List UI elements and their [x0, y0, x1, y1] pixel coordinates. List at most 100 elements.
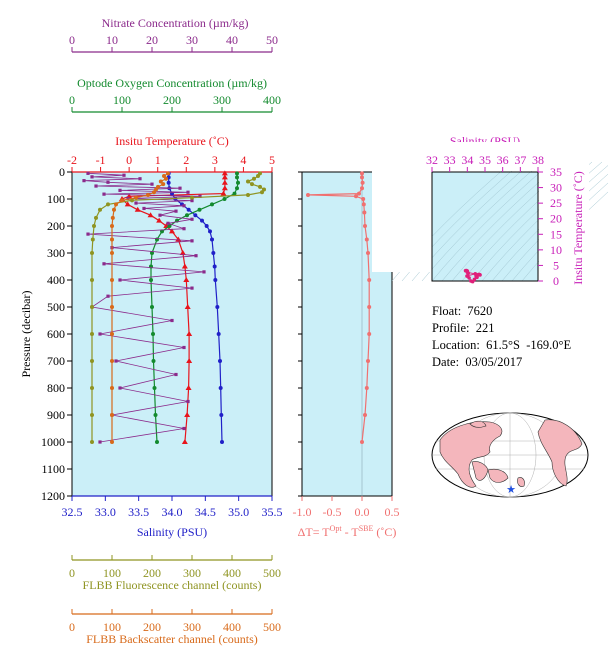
nitrate-point	[114, 359, 118, 363]
nitrate-point	[138, 177, 142, 181]
salinity-point	[212, 264, 217, 269]
oxygen-point	[152, 386, 157, 390]
oxygen-tick: 300	[213, 93, 231, 107]
backscatter-point	[110, 215, 115, 220]
backscatter-point	[146, 192, 150, 197]
salinity-point	[166, 180, 171, 185]
temperature-point	[184, 412, 191, 417]
nitrate-point	[126, 196, 130, 201]
pressure-tick: 500	[47, 300, 65, 314]
delta-t-point	[354, 194, 358, 199]
fluorescence-tick: 300	[183, 566, 201, 580]
ts-temperature-tick: 0	[553, 274, 559, 288]
oxygen-tick: 400	[263, 93, 281, 107]
temperature-point	[186, 358, 193, 363]
oxygen-point	[235, 175, 239, 180]
temperature-tick: -1	[96, 153, 106, 167]
info-profile: Profile: 221	[432, 321, 495, 335]
fluorescence-point	[106, 202, 110, 207]
nitrate-tick: 10	[106, 33, 118, 47]
density-contour	[421, 161, 543, 282]
backscatter-axis-label: FLBB Backscatter channel (counts)	[86, 632, 258, 646]
fluorescence-tick: 500	[263, 566, 281, 580]
delta-t-point	[367, 278, 372, 282]
temperature-axis-label: Insitu Temperature (˚C)	[115, 134, 229, 148]
delta-t-point	[360, 440, 364, 444]
oxygen-point	[222, 197, 227, 201]
oxygen-point	[236, 180, 240, 185]
temperature-tick: 4	[240, 153, 246, 167]
backscatter-point	[164, 176, 168, 181]
nitrate-point	[190, 286, 194, 290]
backscatter-point	[161, 182, 166, 187]
oxygen-point	[235, 171, 239, 176]
oxygen-profile-line	[150, 173, 239, 443]
temperature-point	[181, 263, 188, 269]
temperature-tick: 0	[126, 153, 132, 167]
nitrate-tick: 50	[266, 33, 278, 47]
temperature-point	[179, 250, 186, 255]
nitrate-point	[102, 192, 106, 196]
backscatter-point	[110, 359, 114, 363]
salinity-tick: 34.0	[162, 505, 183, 519]
ts-salinity-tick: 36	[497, 153, 509, 167]
oxygen-point	[160, 229, 164, 234]
nitrate-point	[190, 239, 194, 243]
ts-temperature-tick: 20	[550, 212, 562, 226]
nitrate-axis-label: Nitrate Concentration (µm/kg)	[102, 16, 249, 30]
main-profile-plot: -2 -1 0 1 2 3 4 5 32.5 33.0 33.5 34.0 34.5 35.0 35.5 0 1…	[41, 153, 283, 519]
fluorescence-point	[246, 192, 250, 197]
ts-temperature-tick: 10	[550, 243, 562, 257]
delta-t-point	[360, 186, 364, 191]
salinity-tick: 35.5	[262, 505, 283, 519]
temperature-tick: 3	[212, 153, 218, 167]
fluorescence-axis: 0 100 200 300 400 500	[69, 555, 281, 580]
nitrate-point	[118, 278, 122, 282]
delta-t-point	[357, 191, 361, 196]
oxygen-point	[167, 224, 172, 228]
fluorescence-tick: 200	[143, 566, 161, 580]
ts-temperature-label: Insitu Temperature (˚C)	[571, 171, 585, 285]
delta-t-tick: 0.0	[355, 505, 370, 519]
fluorescence-point	[130, 198, 134, 203]
oxygen-point	[235, 186, 239, 191]
ts-temperature-tick: 35	[550, 165, 562, 179]
ts-point	[472, 277, 477, 282]
fluorescence-point	[256, 174, 260, 179]
salinity-tick: 32.5	[62, 505, 83, 519]
pressure-tick: 800	[47, 381, 65, 395]
salinity-point	[186, 207, 191, 212]
nitrate-point	[182, 345, 186, 350]
backscatter-axis: 0 100 200 300 400 500	[69, 609, 281, 634]
nitrate-point	[142, 206, 146, 211]
salinity-tick: 33.5	[128, 505, 149, 519]
delta-t-point	[364, 386, 369, 390]
backscatter-point	[110, 251, 114, 255]
nitrate-tick: 20	[146, 33, 158, 47]
salinity-tick: 34.5	[195, 505, 216, 519]
fluorescence-point	[98, 207, 102, 212]
ts-salinity-tick: 34	[461, 153, 473, 167]
nitrate-point	[182, 426, 186, 431]
fluorescence-point	[90, 305, 94, 309]
ts-salinity-tick: 35	[479, 153, 491, 167]
oxygen-point	[150, 251, 154, 255]
nitrate-point	[182, 204, 186, 208]
backscatter-point	[120, 198, 124, 203]
temperature-point	[181, 439, 188, 444]
pressure-tick: 1000	[41, 435, 65, 449]
nitrate-point	[90, 175, 94, 179]
delta-t-axis-label: ΔT= TOpt - TSBE (˚C)	[298, 524, 397, 539]
delta-t-point	[362, 210, 367, 215]
fluorescence-point	[94, 215, 98, 220]
ts-temperature-tick: 15	[550, 227, 562, 241]
delta-t-point	[367, 305, 372, 309]
fluorescence-point	[90, 278, 94, 282]
backscatter-tick: 300	[183, 620, 201, 634]
salinity-point	[193, 213, 198, 218]
nitrate-point	[150, 182, 154, 186]
oxygen-point	[149, 278, 153, 282]
pressure-tick: 900	[47, 408, 65, 422]
backscatter-point	[114, 202, 118, 207]
backscatter-tick: 0	[69, 620, 75, 634]
